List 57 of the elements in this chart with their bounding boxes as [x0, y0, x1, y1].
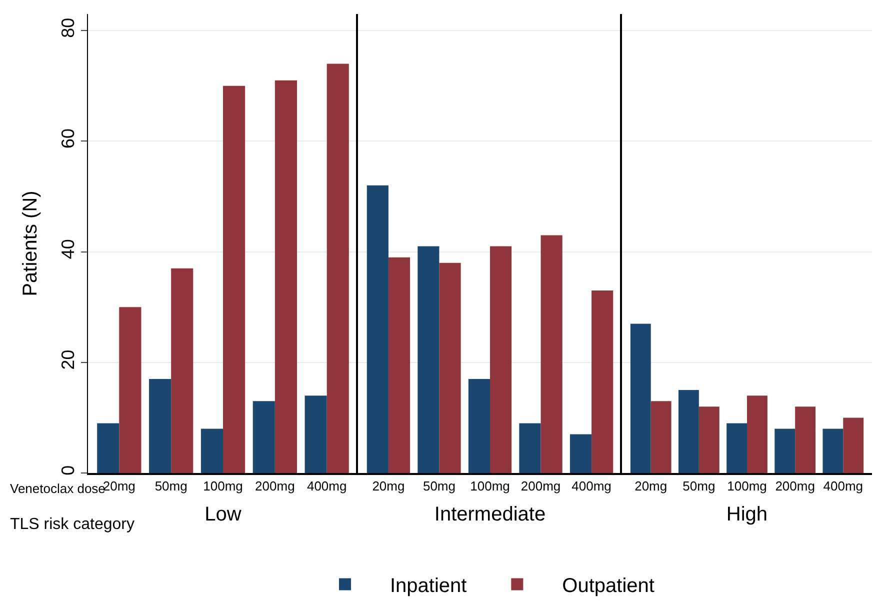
y-tick-label: 80 — [58, 18, 78, 38]
x-tick-label: 100mg — [470, 478, 510, 494]
bar — [678, 390, 699, 473]
bar — [223, 86, 246, 473]
x-tick-label: 20mg — [634, 478, 668, 494]
bar — [630, 324, 651, 473]
x-tick-label: 50mg — [422, 478, 456, 494]
x-tick-label: 200mg — [775, 478, 815, 494]
x-tick-label: 20mg — [102, 478, 136, 494]
x-tick-label: 50mg — [154, 478, 188, 494]
y-tick-label: 60 — [58, 128, 78, 149]
bar — [843, 418, 864, 473]
y-tick-label: 0 — [58, 465, 78, 476]
bar — [200, 428, 223, 473]
x-tick-label: 100mg — [203, 478, 243, 494]
bar — [418, 246, 440, 473]
bar — [490, 246, 512, 473]
y-tick-label: 40 — [58, 239, 78, 260]
bar — [119, 307, 142, 473]
bar — [366, 185, 388, 473]
bar — [698, 406, 720, 473]
x-tick-label: 200mg — [520, 478, 561, 494]
text: TLS risk category — [10, 516, 134, 533]
x-axis-title: Intermediate — [434, 503, 546, 526]
legend-label: Outpatient — [562, 575, 655, 598]
bar — [795, 406, 816, 473]
x-tick-label: 50mg — [682, 478, 716, 494]
y-axis-title: Patients (N) — [19, 190, 42, 296]
bar — [468, 378, 490, 473]
bar — [592, 290, 614, 473]
bar — [747, 396, 768, 473]
bar — [540, 235, 562, 473]
bar — [570, 434, 592, 473]
bar — [252, 401, 275, 473]
bar — [149, 378, 172, 473]
bar — [774, 428, 796, 473]
bar — [388, 257, 410, 473]
x-axis-title: Low — [204, 503, 242, 526]
bar — [650, 401, 672, 473]
bar — [97, 423, 120, 473]
x-tick-label: 100mg — [727, 478, 767, 494]
x-tick-label: 400mg — [306, 478, 347, 494]
y-tick-label: 20 — [58, 350, 78, 370]
x-tick-label: 20mg — [372, 478, 405, 494]
bar — [726, 423, 747, 473]
bar — [171, 268, 194, 473]
bar — [519, 423, 541, 473]
bar — [274, 80, 297, 473]
x-tick-label: 200mg — [255, 478, 295, 494]
x-axis-title: High — [726, 503, 768, 526]
legend-label: Inpatient — [390, 575, 468, 598]
bar — [304, 396, 327, 473]
bar — [822, 428, 844, 473]
bar — [439, 262, 461, 473]
bar — [326, 64, 349, 473]
x-tick-label: 400mg — [572, 478, 612, 494]
x-tick-label: 400mg — [823, 478, 864, 494]
